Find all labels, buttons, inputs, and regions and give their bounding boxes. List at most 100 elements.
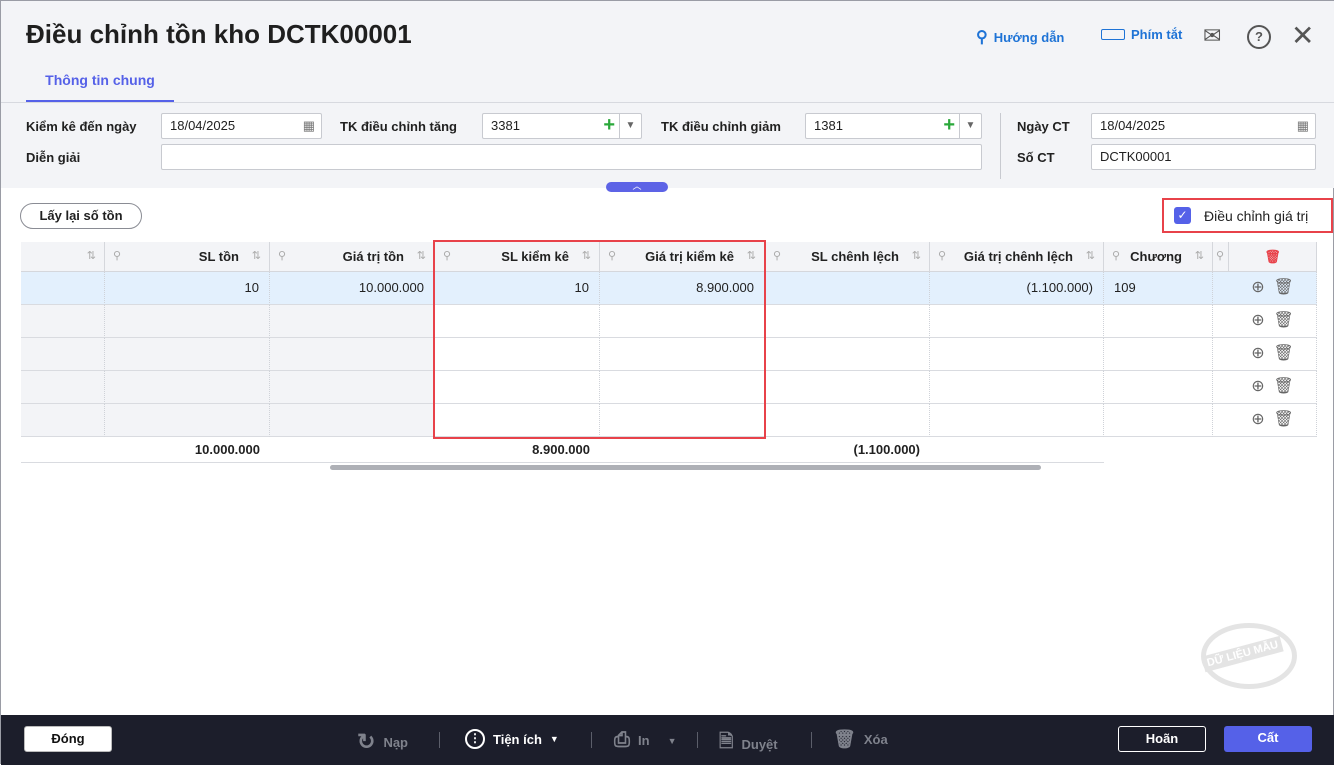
- delete-row-icon[interactable]: 🗑: [1273, 312, 1294, 329]
- cell-sl-kiem-ke[interactable]: [435, 305, 600, 338]
- cell-sl-kiem-ke[interactable]: 10: [435, 272, 600, 305]
- cell-sl-kiem-ke[interactable]: [435, 338, 600, 371]
- column-header-gia-tri-chenh-lech[interactable]: ⚲ Giá trị chênh lệch ⇅: [930, 242, 1104, 272]
- sort-icon[interactable]: ⇅: [1194, 250, 1204, 262]
- sort-icon[interactable]: ⇅: [911, 250, 921, 262]
- inventory-date-field[interactable]: 18/04/2025 ▦: [161, 113, 322, 139]
- add-row-icon[interactable]: ⊕: [1251, 378, 1265, 395]
- add-row-icon[interactable]: ⊕: [1251, 279, 1265, 296]
- utilities-button[interactable]: ⋮ Tiện ích ▼: [465, 729, 559, 749]
- pin-icon[interactable]: ⚲: [443, 250, 452, 262]
- cell-sl-ton[interactable]: [105, 305, 270, 338]
- cell-chuong[interactable]: 109: [1104, 272, 1213, 305]
- cell-gia-tri-ton[interactable]: [270, 305, 435, 338]
- add-row-icon[interactable]: ⊕: [1251, 411, 1265, 428]
- cell-gia-tri-chenh-lech[interactable]: [930, 371, 1104, 404]
- pin-icon[interactable]: ⚲: [278, 250, 287, 262]
- reload-button[interactable]: ↻ Nạp: [357, 729, 408, 754]
- sort-icon[interactable]: ⇅: [251, 250, 261, 262]
- column-header-blank[interactable]: ⇅: [21, 242, 105, 272]
- close-button[interactable]: Đóng: [24, 726, 112, 752]
- cell-blank[interactable]: [21, 404, 105, 437]
- cell-sl-ton[interactable]: [105, 371, 270, 404]
- cell-chuong[interactable]: [1104, 404, 1213, 437]
- pin-icon[interactable]: ⚲: [1112, 250, 1121, 262]
- adjust-value-checkbox[interactable]: ✓: [1174, 207, 1191, 224]
- cell-gia-tri-ton[interactable]: [270, 404, 435, 437]
- cell-gia-tri-ton[interactable]: 10.000.000: [270, 272, 435, 305]
- cell-sl-kiem-ke[interactable]: [435, 371, 600, 404]
- pin-icon[interactable]: ⚲: [773, 250, 782, 262]
- cell-sl-kiem-ke[interactable]: [435, 404, 600, 437]
- sort-icon[interactable]: ⇅: [86, 250, 96, 262]
- increase-account-field[interactable]: 3381 + ▼: [482, 113, 642, 139]
- cell-blank[interactable]: [21, 338, 105, 371]
- calendar-icon[interactable]: ▦: [302, 118, 315, 133]
- cell-blank[interactable]: [21, 272, 105, 305]
- cell-gia-tri-chenh-lech[interactable]: [930, 305, 1104, 338]
- cell-gia-tri-kiem-ke[interactable]: 8.900.000: [600, 272, 765, 305]
- voucher-date-field[interactable]: 18/04/2025 ▦: [1091, 113, 1316, 139]
- column-header-gia-tri-kiem-ke[interactable]: ⚲ Giá trị kiểm kê ⇅: [600, 242, 765, 272]
- column-header-sl-chenh-lech[interactable]: ⚲ SL chênh lệch ⇅: [765, 242, 930, 272]
- cell-gia-tri-chenh-lech[interactable]: [930, 404, 1104, 437]
- pin-icon[interactable]: ⚲: [938, 250, 947, 262]
- cell-blank[interactable]: [21, 371, 105, 404]
- dropdown-icon[interactable]: ▼: [619, 114, 641, 138]
- add-icon[interactable]: +: [603, 114, 615, 136]
- delete-all-icon[interactable]: 🗑: [1229, 242, 1317, 272]
- delete-row-icon[interactable]: 🗑: [1273, 279, 1294, 296]
- guide-button[interactable]: ⚲ Hướng dẫn: [976, 29, 1065, 46]
- scrollbar-thumb[interactable]: [330, 465, 1041, 470]
- cell-sl-chenh-lech[interactable]: [765, 272, 930, 305]
- cancel-button[interactable]: Hoãn: [1118, 726, 1206, 752]
- column-header-chuong[interactable]: ⚲ Chương ⇅: [1104, 242, 1213, 272]
- help-icon[interactable]: ?: [1247, 25, 1271, 49]
- save-button[interactable]: Cất: [1224, 726, 1312, 752]
- sort-icon[interactable]: ⇅: [416, 250, 426, 262]
- mail-icon[interactable]: ✉: [1203, 23, 1222, 48]
- cell-chuong[interactable]: [1104, 338, 1213, 371]
- close-icon[interactable]: ✕: [1291, 20, 1315, 51]
- cell-sl-chenh-lech[interactable]: [765, 338, 930, 371]
- cell-sl-ton[interactable]: [105, 338, 270, 371]
- delete-row-icon[interactable]: 🗑: [1273, 378, 1294, 395]
- pin-icon[interactable]: ⚲: [113, 250, 122, 262]
- column-header-gia-tri-ton[interactable]: ⚲ Giá trị tồn ⇅: [270, 242, 435, 272]
- cell-chuong[interactable]: [1104, 305, 1213, 338]
- cell-gia-tri-kiem-ke[interactable]: [600, 338, 765, 371]
- description-field[interactable]: [161, 144, 982, 170]
- cell-gia-tri-kiem-ke[interactable]: [600, 404, 765, 437]
- column-header-sl-ton[interactable]: ⚲ SL tồn ⇅: [105, 242, 270, 272]
- pin-icon[interactable]: ⚲: [608, 250, 617, 262]
- add-icon[interactable]: +: [943, 114, 955, 136]
- cell-sl-chenh-lech[interactable]: [765, 305, 930, 338]
- tab-general-info[interactable]: Thông tin chung: [26, 61, 174, 103]
- delete-row-icon[interactable]: 🗑: [1273, 411, 1294, 428]
- shortcut-button[interactable]: Phím tắt: [1101, 27, 1182, 42]
- sort-icon[interactable]: ⇅: [581, 250, 591, 262]
- delete-row-icon[interactable]: 🗑: [1273, 345, 1294, 362]
- reload-stock-button[interactable]: Lấy lại số tồn: [20, 203, 142, 229]
- cell-chuong[interactable]: [1104, 371, 1213, 404]
- cell-gia-tri-ton[interactable]: [270, 371, 435, 404]
- delete-button[interactable]: 🗑 Xóa: [833, 729, 888, 749]
- cell-blank[interactable]: [21, 305, 105, 338]
- cell-sl-chenh-lech[interactable]: [765, 404, 930, 437]
- pin-icon[interactable]: ⚲: [1216, 250, 1225, 262]
- cell-gia-tri-kiem-ke[interactable]: [600, 371, 765, 404]
- decrease-account-field[interactable]: 1381 + ▼: [805, 113, 982, 139]
- column-header-sl-kiem-ke[interactable]: ⚲ SL kiểm kê ⇅: [435, 242, 600, 272]
- collapse-button[interactable]: ︿: [606, 182, 668, 192]
- cell-sl-chenh-lech[interactable]: [765, 371, 930, 404]
- cell-sl-ton[interactable]: [105, 404, 270, 437]
- cell-gia-tri-ton[interactable]: [270, 338, 435, 371]
- horizontal-scrollbar[interactable]: [20, 463, 1317, 472]
- add-row-icon[interactable]: ⊕: [1251, 312, 1265, 329]
- cell-sl-ton[interactable]: 10: [105, 272, 270, 305]
- approve-button[interactable]: 🗎 Duyệt: [719, 729, 778, 759]
- dropdown-icon[interactable]: ▼: [959, 114, 981, 138]
- add-row-icon[interactable]: ⊕: [1251, 345, 1265, 362]
- sort-icon[interactable]: ⇅: [746, 250, 756, 262]
- print-button[interactable]: ⎙ In ▼: [614, 729, 677, 751]
